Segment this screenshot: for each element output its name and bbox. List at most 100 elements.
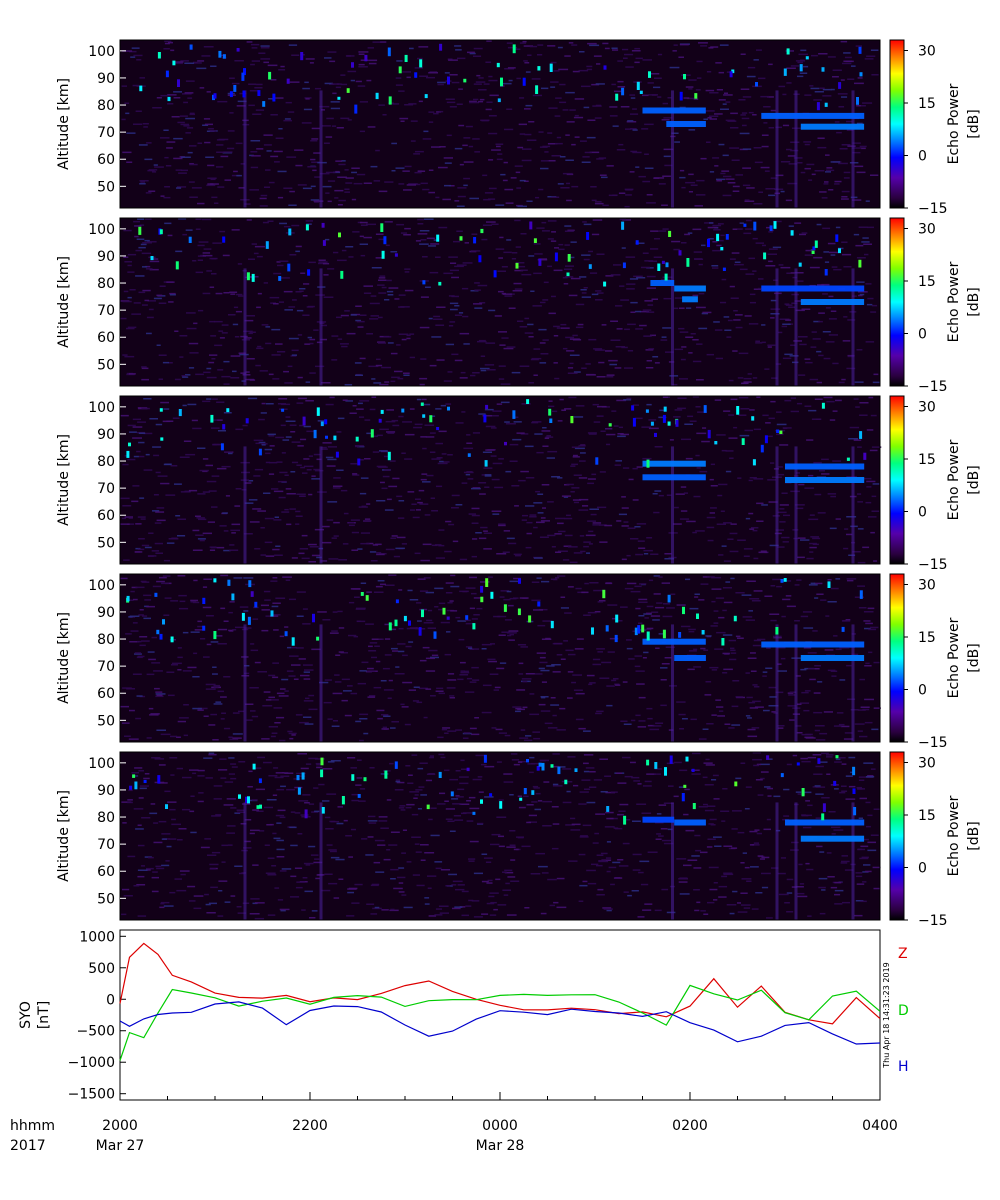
colorbar-unit: [dB]: [966, 465, 982, 494]
y-tick-label: 80: [97, 98, 115, 114]
y-tick-label: 90: [97, 71, 115, 87]
heatmap-panel-4: 50 60 70 80 90 100 Altitude [km] −15 0 15 30 Echo P…: [56, 573, 982, 751]
y-tick-label: 60: [97, 330, 115, 346]
y-tick-label: 100: [88, 44, 115, 60]
echo-layer-1: [650, 280, 675, 286]
noise-texture: [120, 396, 882, 564]
time-axis: hhmm 2017 2000 Mar 27 2200 0000 Mar 28 0200 0400: [10, 1092, 898, 1154]
colorbar-tick-label: 30: [918, 44, 936, 60]
echo-layer-5: [800, 299, 865, 305]
echo-layer-2: [674, 655, 706, 661]
y-tick-label: 70: [97, 659, 115, 675]
y-tick-label: 50: [97, 179, 115, 195]
colorbar-tick-label: 30: [918, 578, 936, 594]
echo-layer-3: [785, 463, 865, 470]
y-axis-unit: [nT]: [36, 1001, 52, 1029]
heatmap-panel-1: 50 60 70 80 90 100 Altitude [km] −15 0 15 30 Echo P…: [56, 39, 982, 217]
series-line-D: [119, 984, 881, 1061]
y-axis-label: Altitude [km]: [56, 256, 72, 348]
echo-layer-3: [785, 819, 865, 826]
heatmap-panels: 50 60 70 80 90 100 Altitude [km] −15 0 15 30 Echo P…: [56, 39, 982, 929]
colorbar-tick-label: −15: [918, 201, 948, 217]
colorbar-tick-label: 0: [918, 861, 927, 877]
heatmap-background: [120, 218, 880, 386]
colorbar-tick-label: −15: [918, 379, 948, 395]
panel-frame: [119, 751, 881, 921]
y-tick-label: 90: [97, 783, 115, 799]
colorbar-tick-label: 30: [918, 222, 936, 238]
colorbar-label: Echo Power: [946, 795, 962, 876]
y-tick-label: −1500: [68, 1087, 115, 1103]
echo-layer-2: [642, 474, 706, 481]
echo-layer-4: [785, 477, 865, 483]
y-tick-label: 60: [97, 152, 115, 168]
y-tick-label: 90: [97, 605, 115, 621]
colorbar-label: Echo Power: [946, 617, 962, 698]
colorbar-label: Echo Power: [946, 261, 962, 342]
y-tick-label: −500: [77, 1024, 115, 1040]
y-tick-label: 100: [88, 400, 115, 416]
y-tick-label: 50: [97, 535, 115, 551]
heatmap-panel-3: 50 60 70 80 90 100 Altitude [km] −15 0 15 30 Echo P…: [56, 395, 982, 573]
y-tick-label: 50: [97, 713, 115, 729]
echo-layer-1: [642, 816, 675, 823]
colorbar-unit: [dB]: [966, 287, 982, 316]
echo-layer-3: [761, 641, 865, 648]
y-tick-label: 80: [97, 632, 115, 648]
y-tick-label: 100: [88, 222, 115, 238]
echo-layer-3: [761, 112, 865, 119]
y-tick-label: 90: [97, 249, 115, 265]
y-tick-label: 100: [88, 578, 115, 594]
y-tick-label: 60: [97, 864, 115, 880]
y-tick-label: 70: [97, 125, 115, 141]
echo-speckles: [139, 43, 863, 114]
y-tick-label: 50: [97, 357, 115, 373]
y-tick-label: 50: [97, 891, 115, 907]
y-tick-label: −1000: [68, 1055, 115, 1071]
y-tick-label: 70: [97, 481, 115, 497]
x-tick-time: 2200: [292, 1118, 328, 1134]
series-legend-Z: Z: [898, 946, 908, 962]
colorbar-tick-label: 15: [918, 96, 936, 112]
heatmap-panel-5: 50 60 70 80 90 100 Altitude [km] −15 0 15 30 Echo P…: [56, 751, 982, 929]
echo-layer-4: [800, 655, 865, 661]
colorbar-tick-label: 15: [918, 274, 936, 290]
colorbar-tick-label: 30: [918, 756, 936, 772]
y-tick-label: 80: [97, 276, 115, 292]
echo-layer-4: [761, 285, 865, 292]
y-tick-label: 0: [106, 992, 115, 1008]
x-tick-time: 2000: [102, 1118, 138, 1134]
series-legend-H: H: [898, 1059, 909, 1075]
noise-texture: [120, 218, 880, 386]
y-axis-label: Altitude [km]: [56, 790, 72, 882]
y-tick-label: 1000: [79, 929, 115, 945]
echo-layer-1: [642, 107, 706, 114]
x-tick-time: 0000: [482, 1118, 518, 1134]
magnetometer-panel: −1500 −1000 −500 0 500 1000 SYO [nT] Z D H Thu Apr …: [18, 929, 909, 1102]
x-axis-row2-label: 2017: [10, 1138, 46, 1154]
colorbar: [889, 751, 905, 921]
x-tick-date: Mar 28: [476, 1138, 525, 1154]
y-axis-label: Altitude [km]: [56, 434, 72, 526]
line-panel-frame: [119, 929, 881, 1101]
colorbar-tick-label: 15: [918, 452, 936, 468]
y-tick-label: 60: [97, 508, 115, 524]
colorbar: [889, 395, 905, 565]
y-axis-label: Altitude [km]: [56, 612, 72, 704]
x-axis-row1-label: hhmm: [10, 1118, 55, 1134]
colorbar: [889, 573, 905, 743]
series-legend-D: D: [898, 1003, 909, 1019]
colorbar-label: Echo Power: [946, 83, 962, 164]
y-tick-label: 70: [97, 303, 115, 319]
y-axis-label: Altitude [km]: [56, 78, 72, 170]
colorbar-tick-label: 30: [918, 400, 936, 416]
x-tick-date: Mar 27: [96, 1138, 145, 1154]
colorbar-unit: [dB]: [966, 109, 982, 138]
echo-layer-4: [800, 123, 865, 130]
colorbar: [889, 217, 905, 387]
colorbar-tick-label: −15: [918, 913, 948, 929]
panel-frame: [119, 573, 881, 743]
echo-speckles: [126, 399, 867, 468]
y-axis-label: SYO: [18, 1001, 34, 1029]
